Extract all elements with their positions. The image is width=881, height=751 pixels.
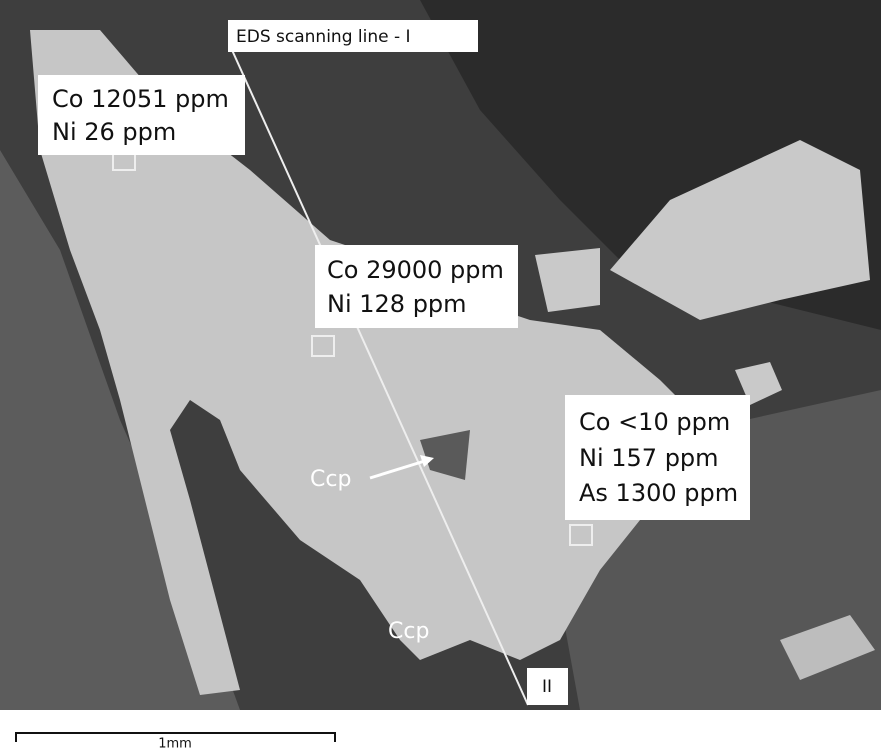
scan-start-label: EDS scanning line - I	[236, 27, 411, 47]
analysis-text: As 1300 ppm	[579, 479, 738, 507]
scan-end-label: II	[542, 677, 552, 697]
analysis-text: Ni 26 ppm	[52, 118, 176, 146]
analysis-text: Ni 128 ppm	[327, 290, 467, 318]
mineral-label: Ccp	[388, 619, 429, 644]
analysis-text: Co 29000 ppm	[327, 256, 504, 284]
sem-figure: EDS scanning line - I II Co 12051 ppm Ni…	[0, 0, 881, 751]
scale-label: 1mm	[158, 737, 192, 751]
analysis-text: Ni 157 ppm	[579, 444, 719, 472]
analysis-text: Co 12051 ppm	[52, 85, 229, 113]
mineral-label: Ccp	[310, 467, 351, 492]
analysis-text: Co <10 ppm	[579, 408, 730, 436]
